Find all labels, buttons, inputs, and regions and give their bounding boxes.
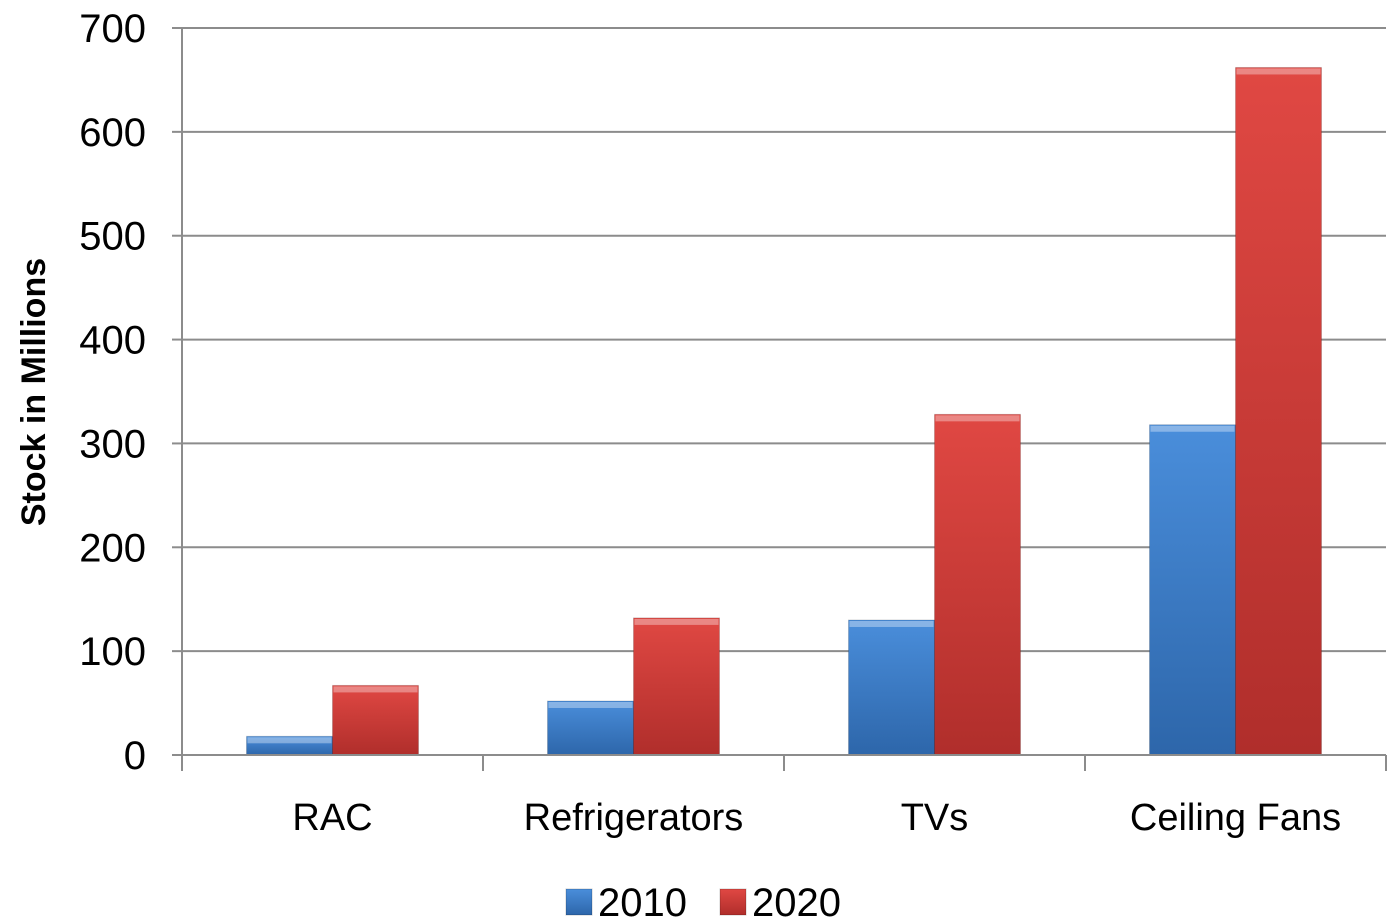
y-tick-label: 200 [79,526,146,570]
y-axis-title: Stock in Millions [15,258,53,526]
y-tick-label: 600 [79,111,146,155]
gridlines [182,27,1386,653]
bar-2010-tvs [848,619,935,756]
x-axis-category-labels: RAC Refrigerators TVs Ceiling Fans [292,797,1341,839]
y-tick-label: 300 [79,422,146,466]
legend-swatch-2020 [719,888,747,916]
bar-2020-refrigerators [633,617,720,756]
y-tick-label: 0 [124,734,146,778]
bar-2020-rac [332,684,419,756]
bar-highlight [333,686,418,693]
x-category-label: Refrigerators [524,797,744,839]
legend-label-2020: 2020 [752,881,841,919]
legend-swatch-2010 [565,888,593,916]
bar-highlight [849,620,934,627]
bar-2010-ceiling-fans [1149,424,1236,756]
bar-highlight [634,618,719,625]
bar-highlight [935,415,1020,422]
x-category-label: RAC [292,797,372,839]
bar-highlight [1150,425,1235,432]
y-tick-label: 400 [79,319,146,363]
x-axis-ticks [181,755,1387,771]
y-tick-label: 100 [79,630,146,674]
bar-2020-ceiling-fans [1235,66,1322,756]
y-tick-label: 500 [79,215,146,259]
bar-highlight [1236,68,1321,75]
bar-2010-refrigerators [547,700,634,756]
legend: 2010 2020 [565,881,841,919]
x-category-label: TVs [901,797,969,839]
y-tick-label: 700 [79,7,146,51]
bar-highlight [247,737,332,744]
bar-highlight [548,701,633,708]
y-axis-ticks: 0 100 200 300 400 500 600 700 [79,7,182,778]
legend-label-2010: 2010 [598,881,687,919]
bars [246,66,1322,756]
bar-2020-tvs [934,413,1021,756]
x-category-label: Ceiling Fans [1130,797,1341,839]
